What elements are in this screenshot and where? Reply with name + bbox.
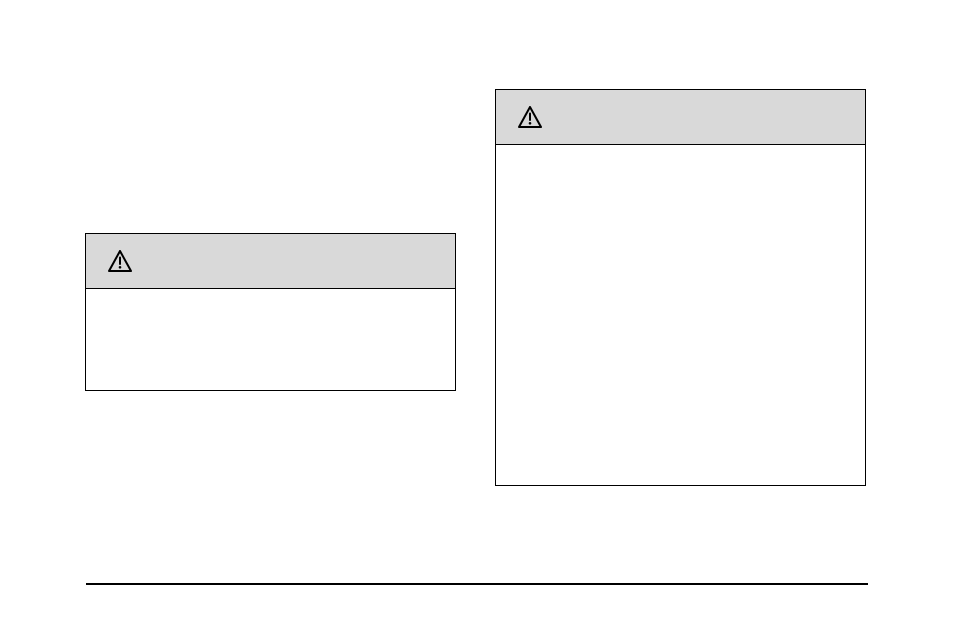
warning-box-right-header [496, 90, 865, 145]
warning-box-right [495, 89, 866, 486]
page-footer-rule [86, 583, 868, 585]
warning-box-left [85, 233, 456, 391]
warning-box-left-header [86, 234, 455, 289]
warning-triangle-icon [108, 250, 132, 272]
warning-triangle-icon [518, 106, 542, 128]
